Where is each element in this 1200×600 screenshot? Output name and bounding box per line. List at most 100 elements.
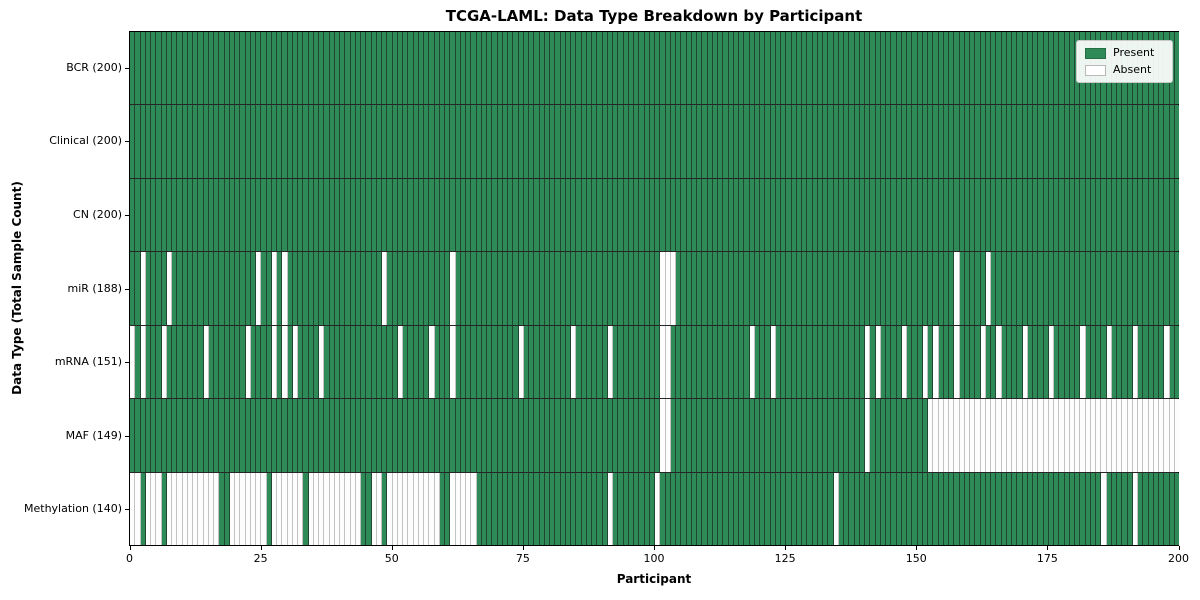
heatmap-cell <box>770 472 776 545</box>
heatmap-cell <box>781 325 787 399</box>
heatmap-cell <box>634 178 640 252</box>
heatmap-cell <box>644 178 650 252</box>
heatmap-cell <box>308 105 314 178</box>
heatmap-cell <box>1138 178 1144 252</box>
heatmap-cell <box>1001 178 1007 252</box>
heatmap-cell <box>418 399 424 472</box>
heatmap-cell <box>823 32 829 105</box>
legend-swatch-absent <box>1085 64 1106 76</box>
heatmap-cell <box>1174 325 1179 399</box>
heatmap-cell <box>224 252 230 325</box>
heatmap-cell <box>214 325 220 399</box>
heatmap-cell <box>760 105 766 178</box>
heatmap-cell <box>187 472 193 545</box>
heatmap-cell <box>781 32 787 105</box>
heatmap-cell <box>560 399 566 472</box>
heatmap-cell <box>345 105 351 178</box>
heatmap-cell <box>282 178 288 252</box>
heatmap-cell <box>1169 472 1175 545</box>
heatmap-cell <box>938 178 944 252</box>
heatmap-cell <box>849 399 855 472</box>
heatmap-cell <box>439 325 445 399</box>
heatmap-cell <box>1033 32 1039 105</box>
heatmap-cell <box>697 472 703 545</box>
heatmap-cell <box>639 32 645 105</box>
heatmap-cell <box>1012 472 1018 545</box>
heatmap-cell <box>618 32 624 105</box>
heatmap-cell <box>1159 105 1165 178</box>
heatmap-cell <box>203 32 209 105</box>
heatmap-cell <box>324 178 330 252</box>
legend-item-present: Present <box>1085 47 1164 59</box>
heatmap-cell <box>991 105 997 178</box>
heatmap-cell <box>376 252 382 325</box>
heatmap-cell <box>996 472 1002 545</box>
heatmap-cell <box>870 32 876 105</box>
heatmap-cell <box>261 399 267 472</box>
heatmap-cell <box>130 252 136 325</box>
heatmap-cell <box>439 105 445 178</box>
heatmap-cell <box>655 472 661 545</box>
heatmap-cell <box>996 178 1002 252</box>
heatmap-cell <box>544 105 550 178</box>
heatmap-cell <box>676 252 682 325</box>
heatmap-cell <box>214 105 220 178</box>
heatmap-cell <box>728 472 734 545</box>
heatmap-cell <box>796 252 802 325</box>
heatmap-cell <box>193 399 199 472</box>
heatmap-cell <box>298 32 304 105</box>
heatmap-cell <box>371 32 377 105</box>
heatmap-cell <box>445 105 451 178</box>
legend-swatch-present <box>1085 47 1106 59</box>
heatmap-cell <box>497 32 503 105</box>
heatmap-cell <box>602 325 608 399</box>
heatmap-cell <box>371 472 377 545</box>
heatmap-cell <box>177 178 183 252</box>
heatmap-cell <box>928 325 934 399</box>
heatmap-cell <box>770 105 776 178</box>
heatmap-cell <box>224 325 230 399</box>
heatmap-cell <box>1006 252 1012 325</box>
heatmap-cell <box>749 32 755 105</box>
heatmap-cell <box>712 105 718 178</box>
heatmap-cell <box>833 178 839 252</box>
heatmap-cell <box>408 325 414 399</box>
heatmap-cell <box>271 325 277 399</box>
heatmap-cell <box>985 105 991 178</box>
heatmap-cell <box>350 325 356 399</box>
heatmap-cell <box>271 399 277 472</box>
heatmap-cell <box>518 325 524 399</box>
heatmap-cell <box>707 399 713 472</box>
heatmap-cell <box>880 399 886 472</box>
heatmap-cell <box>1106 178 1112 252</box>
heatmap-cell <box>1027 178 1033 252</box>
heatmap-cell <box>450 399 456 472</box>
heatmap-cell <box>928 472 934 545</box>
heatmap-cell <box>366 178 372 252</box>
heatmap-cell <box>1143 105 1149 178</box>
heatmap-cell <box>1148 178 1154 252</box>
chart-title: TCGA-LAML: Data Type Breakdown by Partic… <box>445 7 863 25</box>
heatmap-cell <box>907 105 913 178</box>
heatmap-cell <box>959 325 965 399</box>
heatmap-cell <box>445 252 451 325</box>
heatmap-cell <box>649 252 655 325</box>
heatmap-cell <box>901 472 907 545</box>
y-tick-label-cn: CN (200) <box>73 207 122 221</box>
heatmap-cell <box>728 32 734 105</box>
heatmap-cell <box>487 178 493 252</box>
heatmap-cell <box>434 472 440 545</box>
heatmap-cell <box>366 472 372 545</box>
heatmap-cell <box>980 472 986 545</box>
heatmap-cell <box>975 178 981 252</box>
heatmap-cell <box>1043 399 1049 472</box>
heatmap-cell <box>655 399 661 472</box>
heatmap-cell <box>786 105 792 178</box>
heatmap-cell <box>796 105 802 178</box>
heatmap-cell <box>177 399 183 472</box>
heatmap-cell <box>943 399 949 472</box>
heatmap-cell <box>151 178 157 252</box>
heatmap-cell <box>1054 178 1060 252</box>
heatmap-cell <box>991 252 997 325</box>
heatmap-cell <box>145 399 151 472</box>
